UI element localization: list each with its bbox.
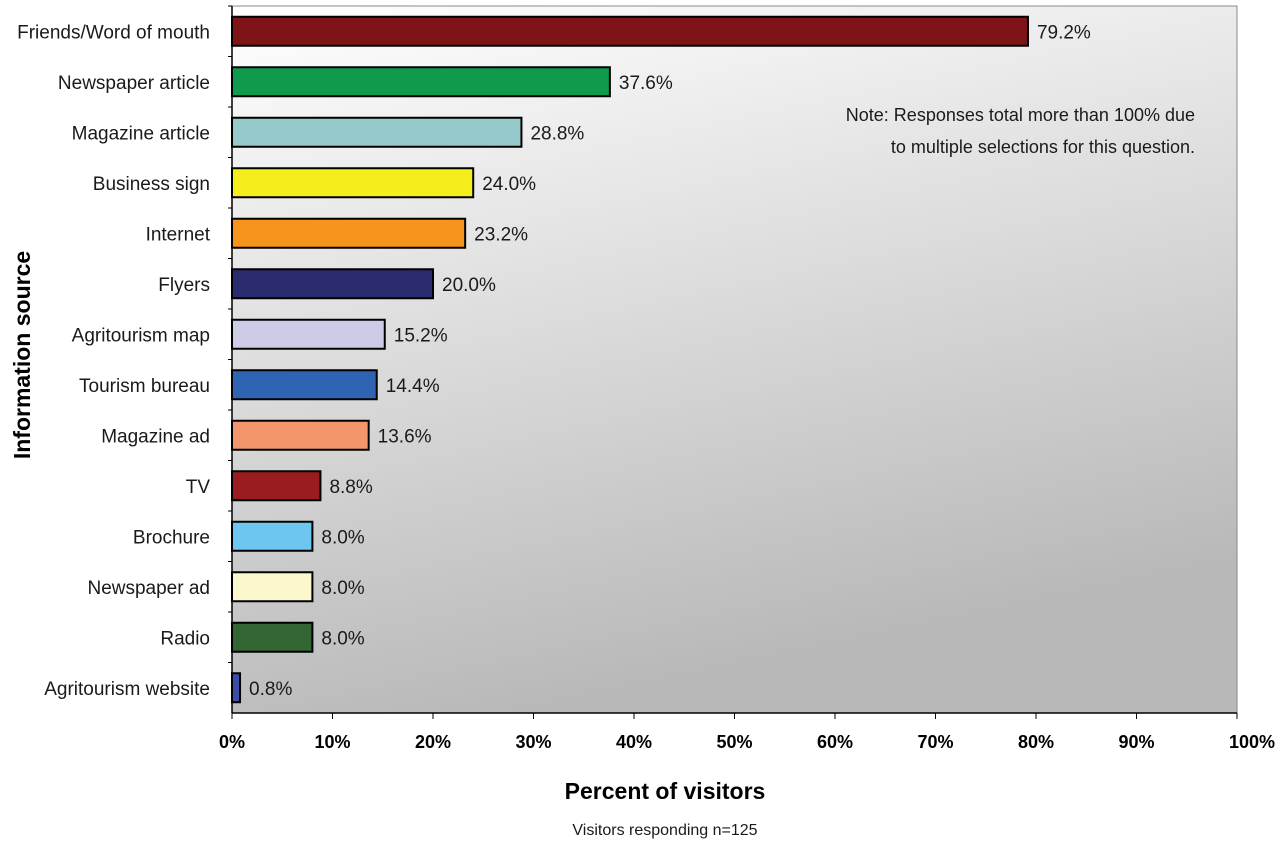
bars-group bbox=[231, 15, 1029, 704]
category-label: Internet bbox=[146, 224, 211, 245]
y-axis-title: Information source bbox=[9, 251, 35, 459]
category-label: Agritourism website bbox=[44, 679, 210, 700]
bar bbox=[231, 520, 314, 552]
value-label: 8.0% bbox=[321, 527, 364, 548]
category-label: Friends/Word of mouth bbox=[17, 22, 210, 43]
bar bbox=[231, 15, 1029, 47]
bar bbox=[231, 470, 322, 502]
bar bbox=[231, 672, 242, 704]
category-label: Radio bbox=[160, 628, 210, 649]
value-label: 23.2% bbox=[474, 224, 528, 245]
note-line-2: to multiple selections for this question… bbox=[891, 137, 1195, 157]
x-axis-title: Percent of visitors bbox=[565, 778, 766, 804]
bar bbox=[231, 419, 370, 451]
value-label: 8.0% bbox=[321, 628, 364, 649]
category-label: Business sign bbox=[93, 174, 210, 195]
bar bbox=[231, 621, 314, 653]
note-line-1: Note: Responses total more than 100% due bbox=[846, 105, 1195, 125]
category-label: Magazine article bbox=[72, 123, 210, 144]
x-tick-label: 70% bbox=[917, 732, 953, 752]
bar bbox=[231, 167, 475, 199]
x-tick-label: 30% bbox=[515, 732, 551, 752]
x-tick-label: 80% bbox=[1018, 732, 1054, 752]
note: Note: Responses total more than 100% due… bbox=[846, 105, 1195, 157]
x-tick-label: 40% bbox=[616, 732, 652, 752]
value-label: 14.4% bbox=[386, 376, 440, 397]
category-label: Brochure bbox=[133, 527, 210, 548]
category-labels: Friends/Word of mouth Newspaper article Ma… bbox=[17, 22, 211, 700]
x-tick-label: 50% bbox=[716, 732, 752, 752]
bar bbox=[231, 268, 434, 300]
category-label: Agritourism map bbox=[72, 325, 210, 346]
sample-size-label: Visitors responding n=125 bbox=[572, 822, 757, 839]
value-label: 15.2% bbox=[394, 325, 448, 346]
value-labels: 79.2% 37.6% 28.8% 24.0% 23.2% 20.0% 15.2% 14.4%… bbox=[249, 22, 1091, 700]
value-label: 0.8% bbox=[249, 679, 292, 700]
x-tick-label: 90% bbox=[1118, 732, 1154, 752]
y-axis bbox=[228, 5, 233, 713]
x-tick-label: 0% bbox=[219, 732, 245, 752]
x-tick-label: 100% bbox=[1229, 732, 1275, 752]
value-label: 28.8% bbox=[530, 123, 584, 144]
category-label: Magazine ad bbox=[101, 426, 210, 447]
x-tick-label: 10% bbox=[314, 732, 350, 752]
bar bbox=[231, 369, 378, 401]
x-tick-label: 60% bbox=[817, 732, 853, 752]
value-label: 8.0% bbox=[321, 578, 364, 599]
value-label: 8.8% bbox=[329, 477, 372, 498]
value-label: 37.6% bbox=[619, 73, 673, 94]
bar bbox=[231, 318, 386, 350]
category-label: TV bbox=[186, 477, 211, 498]
bar bbox=[231, 571, 314, 603]
category-label: Flyers bbox=[158, 275, 210, 296]
value-label: 13.6% bbox=[378, 426, 432, 447]
bar bbox=[231, 217, 467, 249]
bar bbox=[231, 116, 523, 148]
x-axis: 0% 10% 20% 30% 40% 50% 60% 70% 80% 90% 100% bbox=[219, 712, 1275, 752]
value-label: 24.0% bbox=[482, 174, 536, 195]
value-label: 79.2% bbox=[1037, 22, 1091, 43]
category-label: Newspaper ad bbox=[87, 578, 210, 599]
x-tick-label: 20% bbox=[415, 732, 451, 752]
bar bbox=[231, 66, 611, 98]
value-label: 20.0% bbox=[442, 275, 496, 296]
category-label: Tourism bureau bbox=[79, 376, 210, 397]
category-label: Newspaper article bbox=[58, 73, 210, 94]
